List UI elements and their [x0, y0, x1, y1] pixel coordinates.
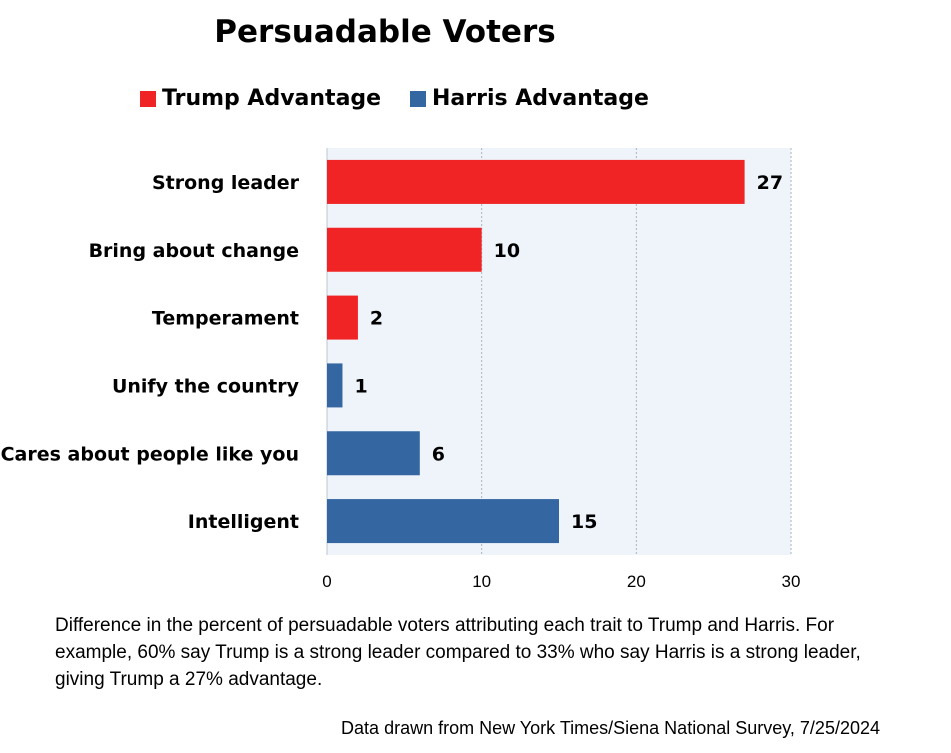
x-tick-label: 30: [782, 572, 801, 591]
category-label: Bring about change: [89, 240, 299, 262]
bar: [327, 431, 420, 476]
bar-chart: 0 10 20 30 Strong leader 27 Bring about change…: [1, 148, 801, 591]
bar: [327, 295, 358, 340]
x-tick-label: 0: [322, 572, 331, 591]
legend-swatch-trump: [140, 90, 156, 107]
x-tick-label: 20: [627, 572, 646, 591]
bar: [327, 363, 343, 408]
data-label: 27: [757, 172, 783, 194]
legend-label-trump: Trump Advantage: [162, 86, 382, 111]
source-credit: Data drawn from New York Times/Siena Nat…: [341, 718, 880, 738]
data-label: 1: [354, 375, 367, 397]
footnote: Difference in the percent of persuadable…: [55, 615, 861, 690]
legend-item-trump: Trump Advantage: [140, 86, 381, 111]
plot-background: [327, 148, 791, 555]
legend-swatch-harris: [410, 90, 426, 107]
category-label: Intelligent: [188, 511, 299, 533]
data-label: 15: [571, 511, 597, 533]
bar: [327, 159, 745, 204]
x-tick-label: 10: [472, 572, 491, 591]
legend-item-harris: Harris Advantage: [410, 86, 649, 111]
bar: [327, 227, 482, 272]
data-label: 10: [494, 240, 520, 262]
category-label: Cares about people like you: [1, 443, 299, 465]
category-label: Temperament: [152, 308, 299, 330]
bar: [327, 499, 559, 544]
legend-label-harris: Harris Advantage: [432, 86, 649, 111]
category-label: Strong leader: [152, 172, 300, 194]
chart-title: Persuadable Voters: [214, 14, 556, 50]
data-label: 6: [432, 443, 445, 465]
data-label: 2: [370, 308, 383, 330]
category-label: Unify the country: [112, 375, 300, 397]
